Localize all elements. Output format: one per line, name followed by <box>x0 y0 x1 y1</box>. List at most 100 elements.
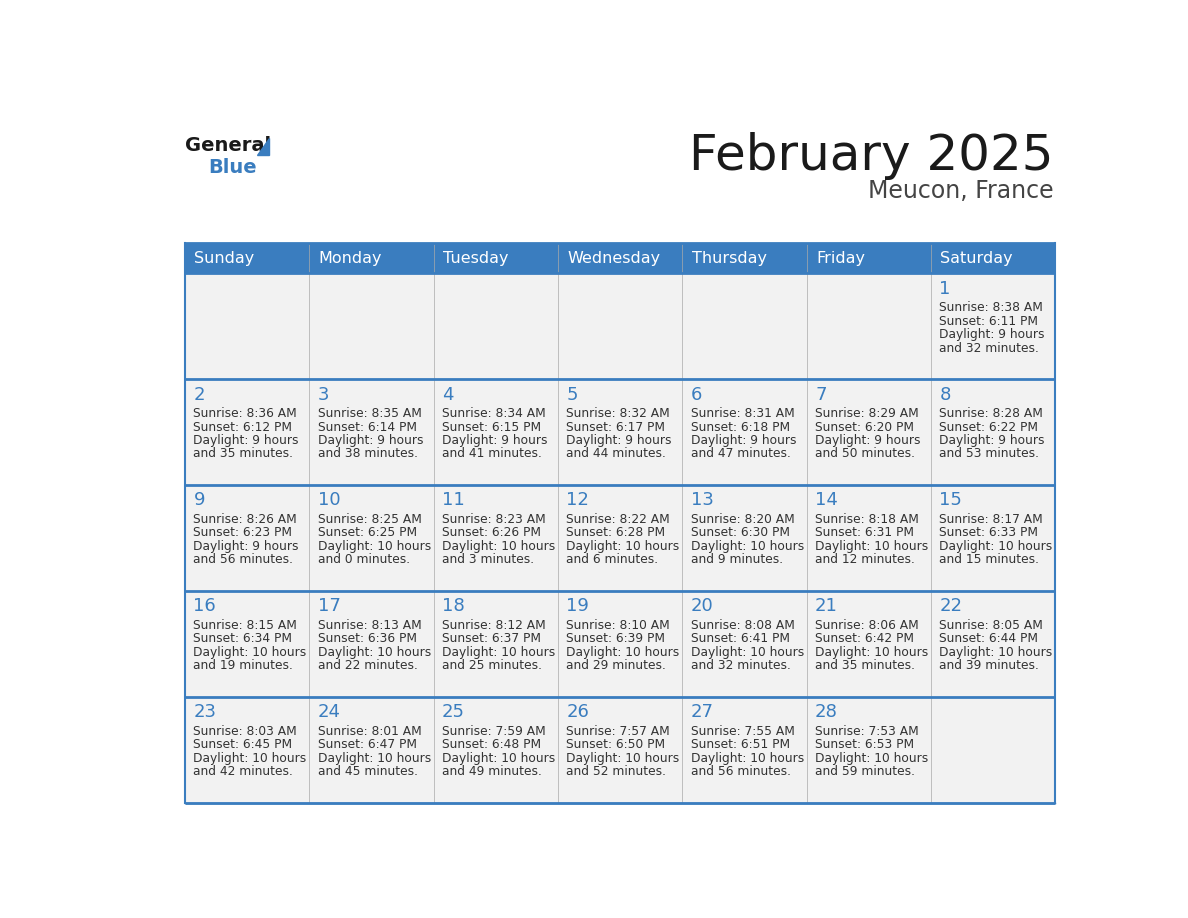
Text: Sunset: 6:39 PM: Sunset: 6:39 PM <box>567 633 665 645</box>
Text: Sunset: 6:42 PM: Sunset: 6:42 PM <box>815 633 914 645</box>
Text: and 45 minutes.: and 45 minutes. <box>317 766 418 778</box>
Bar <box>434 591 558 697</box>
Text: Wednesday: Wednesday <box>567 251 661 265</box>
Text: Sunrise: 8:31 AM: Sunrise: 8:31 AM <box>690 407 795 420</box>
Text: 12: 12 <box>567 491 589 509</box>
Text: and 41 minutes.: and 41 minutes. <box>442 447 542 461</box>
Text: Sunset: 6:23 PM: Sunset: 6:23 PM <box>194 527 292 540</box>
Text: Daylight: 10 hours: Daylight: 10 hours <box>815 646 928 659</box>
Bar <box>185 379 309 486</box>
Text: Sunset: 6:51 PM: Sunset: 6:51 PM <box>690 738 790 752</box>
Text: 6: 6 <box>690 386 702 404</box>
Text: Daylight: 10 hours: Daylight: 10 hours <box>940 646 1053 659</box>
Text: Sunrise: 8:23 AM: Sunrise: 8:23 AM <box>442 513 545 526</box>
Text: 10: 10 <box>317 491 341 509</box>
Text: Daylight: 10 hours: Daylight: 10 hours <box>194 646 307 659</box>
Bar <box>434 242 558 274</box>
Text: Daylight: 9 hours: Daylight: 9 hours <box>194 434 299 447</box>
Bar <box>682 697 807 803</box>
Text: Daylight: 10 hours: Daylight: 10 hours <box>317 646 431 659</box>
Text: and 9 minutes.: and 9 minutes. <box>690 554 783 566</box>
Text: Daylight: 10 hours: Daylight: 10 hours <box>567 540 680 553</box>
Bar <box>682 379 807 486</box>
Bar <box>807 274 931 379</box>
Text: Sunset: 6:25 PM: Sunset: 6:25 PM <box>317 527 417 540</box>
Text: Sunset: 6:34 PM: Sunset: 6:34 PM <box>194 633 292 645</box>
Text: Daylight: 9 hours: Daylight: 9 hours <box>194 540 299 553</box>
Text: Sunrise: 8:36 AM: Sunrise: 8:36 AM <box>194 407 297 420</box>
Text: Sunset: 6:26 PM: Sunset: 6:26 PM <box>442 527 541 540</box>
Text: 22: 22 <box>940 598 962 615</box>
Bar <box>185 242 309 274</box>
Text: and 44 minutes.: and 44 minutes. <box>567 447 666 461</box>
Bar <box>931 697 1055 803</box>
Text: Daylight: 9 hours: Daylight: 9 hours <box>690 434 796 447</box>
Text: 19: 19 <box>567 598 589 615</box>
Text: Sunrise: 8:13 AM: Sunrise: 8:13 AM <box>317 619 422 632</box>
Text: Sunrise: 7:59 AM: Sunrise: 7:59 AM <box>442 725 545 738</box>
Text: Daylight: 10 hours: Daylight: 10 hours <box>815 752 928 765</box>
Text: Sunset: 6:22 PM: Sunset: 6:22 PM <box>940 420 1038 433</box>
Text: 15: 15 <box>940 491 962 509</box>
Text: Daylight: 9 hours: Daylight: 9 hours <box>442 434 548 447</box>
Text: Daylight: 9 hours: Daylight: 9 hours <box>567 434 672 447</box>
Text: and 56 minutes.: and 56 minutes. <box>690 766 791 778</box>
Text: and 12 minutes.: and 12 minutes. <box>815 554 915 566</box>
Text: 4: 4 <box>442 386 454 404</box>
Text: Sunset: 6:47 PM: Sunset: 6:47 PM <box>317 738 417 752</box>
Text: 5: 5 <box>567 386 577 404</box>
Text: Sunset: 6:41 PM: Sunset: 6:41 PM <box>690 633 790 645</box>
Text: Daylight: 10 hours: Daylight: 10 hours <box>567 646 680 659</box>
Text: and 56 minutes.: and 56 minutes. <box>194 554 293 566</box>
Bar <box>558 697 682 803</box>
Text: Sunrise: 8:03 AM: Sunrise: 8:03 AM <box>194 725 297 738</box>
Text: 14: 14 <box>815 491 838 509</box>
Text: Sunrise: 8:26 AM: Sunrise: 8:26 AM <box>194 513 297 526</box>
Text: General: General <box>185 136 271 154</box>
Text: Sunrise: 8:17 AM: Sunrise: 8:17 AM <box>940 513 1043 526</box>
Bar <box>807 242 931 274</box>
Polygon shape <box>257 138 268 155</box>
Text: and 39 minutes.: and 39 minutes. <box>940 659 1040 672</box>
Bar <box>185 697 309 803</box>
Bar <box>807 697 931 803</box>
Text: and 52 minutes.: and 52 minutes. <box>567 766 666 778</box>
Text: and 0 minutes.: and 0 minutes. <box>317 554 410 566</box>
Text: 13: 13 <box>690 491 714 509</box>
Text: Sunday: Sunday <box>194 251 254 265</box>
Bar <box>185 591 309 697</box>
Text: Sunrise: 8:18 AM: Sunrise: 8:18 AM <box>815 513 920 526</box>
Text: Sunset: 6:15 PM: Sunset: 6:15 PM <box>442 420 542 433</box>
Text: and 29 minutes.: and 29 minutes. <box>567 659 666 672</box>
Text: Sunrise: 7:53 AM: Sunrise: 7:53 AM <box>815 725 918 738</box>
Text: Daylight: 9 hours: Daylight: 9 hours <box>940 328 1045 341</box>
Bar <box>931 274 1055 379</box>
Text: Sunset: 6:45 PM: Sunset: 6:45 PM <box>194 738 292 752</box>
Bar <box>309 242 434 274</box>
Text: Sunrise: 8:06 AM: Sunrise: 8:06 AM <box>815 619 918 632</box>
Text: Sunrise: 8:38 AM: Sunrise: 8:38 AM <box>940 301 1043 314</box>
Text: Sunset: 6:37 PM: Sunset: 6:37 PM <box>442 633 541 645</box>
Bar <box>682 274 807 379</box>
Text: 28: 28 <box>815 703 838 722</box>
Text: 3: 3 <box>317 386 329 404</box>
Text: and 59 minutes.: and 59 minutes. <box>815 766 915 778</box>
Text: Sunrise: 8:35 AM: Sunrise: 8:35 AM <box>317 407 422 420</box>
Text: Sunrise: 8:34 AM: Sunrise: 8:34 AM <box>442 407 545 420</box>
Text: Sunset: 6:14 PM: Sunset: 6:14 PM <box>317 420 417 433</box>
Text: Sunset: 6:48 PM: Sunset: 6:48 PM <box>442 738 542 752</box>
Text: and 15 minutes.: and 15 minutes. <box>940 554 1040 566</box>
Bar <box>807 486 931 591</box>
Text: Sunrise: 8:12 AM: Sunrise: 8:12 AM <box>442 619 545 632</box>
Bar <box>434 274 558 379</box>
Text: 21: 21 <box>815 598 838 615</box>
Text: and 32 minutes.: and 32 minutes. <box>940 341 1040 354</box>
Text: 8: 8 <box>940 386 950 404</box>
Bar <box>682 591 807 697</box>
Text: Daylight: 10 hours: Daylight: 10 hours <box>940 540 1053 553</box>
Text: and 50 minutes.: and 50 minutes. <box>815 447 915 461</box>
Text: Daylight: 9 hours: Daylight: 9 hours <box>940 434 1045 447</box>
Bar <box>185 274 309 379</box>
Text: 1: 1 <box>940 280 950 297</box>
Text: 11: 11 <box>442 491 465 509</box>
